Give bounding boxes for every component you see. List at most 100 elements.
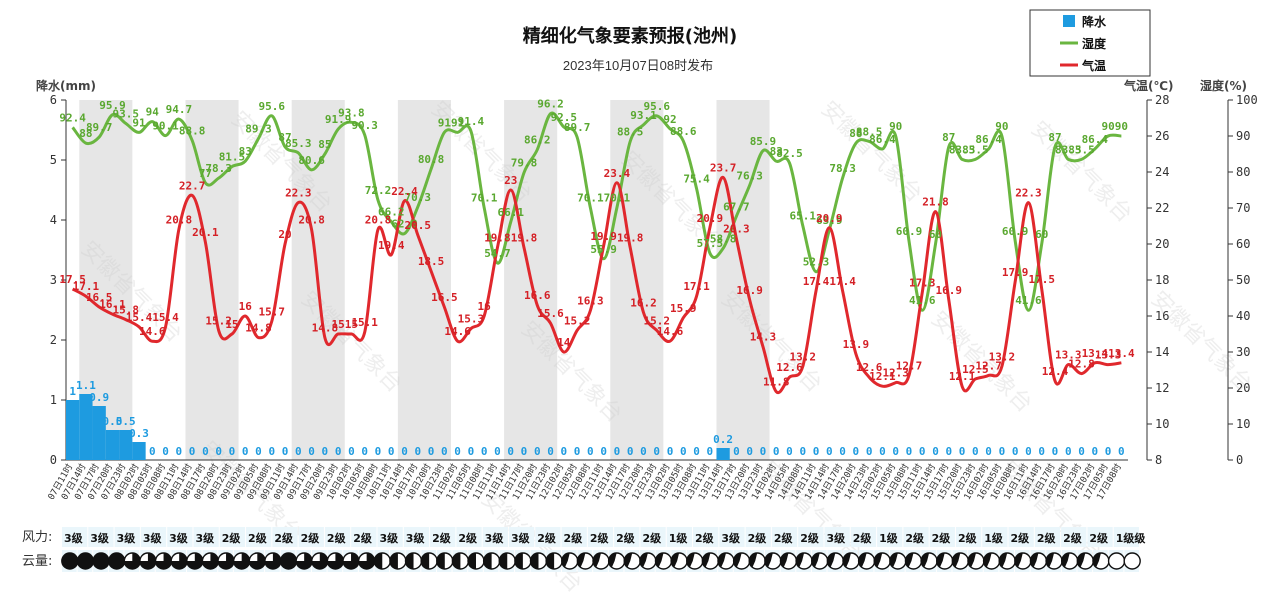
temperature-value-label: 18.5: [418, 255, 445, 268]
humidity-value-label: 79.8: [511, 157, 538, 170]
wind-cell: [903, 527, 929, 547]
precip-value-label: 0: [892, 445, 899, 458]
wind-cell: [351, 527, 377, 547]
temperature-value-label: 20.8: [365, 214, 392, 227]
cloud-cover-fill: [218, 553, 235, 569]
cloud-cover-fill: [702, 553, 711, 568]
humidity-value-label: 83: [239, 145, 252, 158]
humidity-value-label: 96.2: [537, 98, 564, 111]
temperature-value-label: 15.4: [152, 311, 179, 324]
precip-value-label: 0: [308, 445, 315, 458]
y-left-tick-label: 3: [50, 273, 57, 287]
precip-value-label: 0: [348, 445, 355, 458]
wind-cell: [403, 527, 430, 547]
cloud-cover-fill: [624, 553, 633, 568]
humidity-value-label: 90: [995, 120, 1008, 133]
humidity-value-label: 86.4: [1082, 133, 1109, 146]
cloud-cover-fill: [858, 553, 867, 568]
cloud-cover-fill: [811, 553, 820, 568]
cloud-cover-fill: [124, 553, 141, 569]
temperature-value-label: 17.9: [1002, 266, 1029, 279]
humidity-value-label: 63.9: [816, 214, 843, 227]
wind-cell: [666, 527, 693, 547]
wind-level: 2级: [327, 531, 347, 545]
wind-cell: [482, 527, 508, 547]
wind-level: 1级: [669, 531, 689, 545]
temperature-value-label: 23.7: [710, 161, 737, 174]
temperature-value-label: 14.6: [657, 325, 684, 338]
wind-level: 2级: [1089, 531, 1109, 545]
temperature-value-label: 12.8: [1068, 358, 1095, 371]
precip-value-label: 0: [866, 445, 873, 458]
wind-cell: [614, 527, 640, 547]
wind-cell: [62, 527, 88, 547]
cloud-cover-fill: [155, 553, 172, 569]
cloud-cover-fill: [233, 553, 250, 569]
data-labels: 1 1.10.90.50.50.30 0 0 0 0 0 0 0 0 0 0 0 0 0 0 0 0 0 0 0 0 0 0 0…: [59, 98, 1135, 458]
legend-precip-label: 降水: [1082, 14, 1107, 29]
cloud-cover-fill: [764, 553, 773, 568]
humidity-value-label: 88.8: [179, 124, 206, 137]
cloud-cover-fill: [452, 553, 461, 569]
humidity-value-label: 83.5: [962, 143, 989, 156]
temperature-value-label: 15.8: [112, 304, 139, 317]
temperature-value-label: 11.8: [763, 376, 790, 389]
y-temp-tick-label: 16: [1155, 309, 1169, 323]
wind-level: 2级: [616, 531, 636, 545]
humidity-value-label: 67.7: [723, 200, 750, 213]
wind-level: 2级: [853, 531, 873, 545]
y-hum-tick-label: 90: [1236, 129, 1250, 143]
precip-value-label: 0: [945, 445, 952, 458]
temperature-value-label: 20.5: [405, 219, 432, 232]
temperature-value-label: 14.8: [312, 322, 339, 335]
humidity-value-label: 91: [451, 116, 465, 129]
temperature-value-label: 16.3: [577, 295, 604, 308]
temperature-value-label: 22.7: [179, 179, 206, 192]
wind-cell: [771, 527, 798, 547]
y-left-tick-label: 2: [50, 333, 57, 347]
wind-cell: [140, 527, 167, 547]
wind-level: 3级: [721, 531, 741, 545]
precip-value-label: 0: [335, 445, 342, 458]
wind-cell: [193, 527, 219, 547]
temperature-value-label: 15.4: [126, 311, 153, 324]
precip-bar: [66, 400, 80, 460]
cloud-cover-fill: [77, 553, 94, 569]
cloud-cover-fill: [311, 553, 328, 569]
humidity-value-label: 72.2: [365, 184, 392, 197]
precip-value-label: 0: [534, 445, 541, 458]
temperature-value-label: 17.4: [803, 275, 830, 288]
chart-title: 精细化气象要素预报(池州): [523, 25, 737, 47]
wind-level: 2级: [905, 531, 925, 545]
temperature-value-label: 12.7: [896, 359, 923, 372]
legend-precip-swatch: [1063, 15, 1075, 27]
wind-cell: [167, 527, 193, 547]
humidity-value-label: 86.4: [869, 133, 896, 146]
humidity-value-label: 95.9: [99, 99, 126, 112]
wind-cell: [798, 527, 824, 547]
y-hum-tick-label: 100: [1236, 93, 1258, 107]
wind-level: 2级: [274, 531, 294, 545]
cloud-cover-fill: [780, 553, 789, 568]
precip-value-label: 0: [985, 445, 992, 458]
temperature-value-label: 17.1: [73, 280, 100, 293]
precip-bar: [132, 442, 146, 460]
temperature-value-label: 13.4: [1108, 347, 1135, 360]
wind-cell: [587, 527, 614, 547]
wind-cell: [298, 527, 324, 547]
precip-value-label: 0: [1078, 445, 1085, 458]
cloud-cover-fill: [561, 553, 570, 568]
humidity-value-label: 90.3: [351, 119, 378, 132]
wind-cell: [929, 527, 955, 547]
humidity-value-label: 85.9: [750, 135, 777, 148]
precip-value-label: 0: [215, 445, 222, 458]
precip-value-label: 0: [799, 445, 806, 458]
humidity-value-label: 91: [132, 116, 146, 129]
wind-level: 1级级: [1116, 531, 1147, 545]
temperature-value-label: 19.4: [378, 239, 405, 252]
precip-bars: [66, 394, 730, 460]
wind-cell: [877, 527, 903, 547]
humidity-value-label: 95.6: [643, 100, 670, 113]
precip-bar: [92, 406, 106, 460]
cloud-cover-fill: [499, 553, 508, 569]
